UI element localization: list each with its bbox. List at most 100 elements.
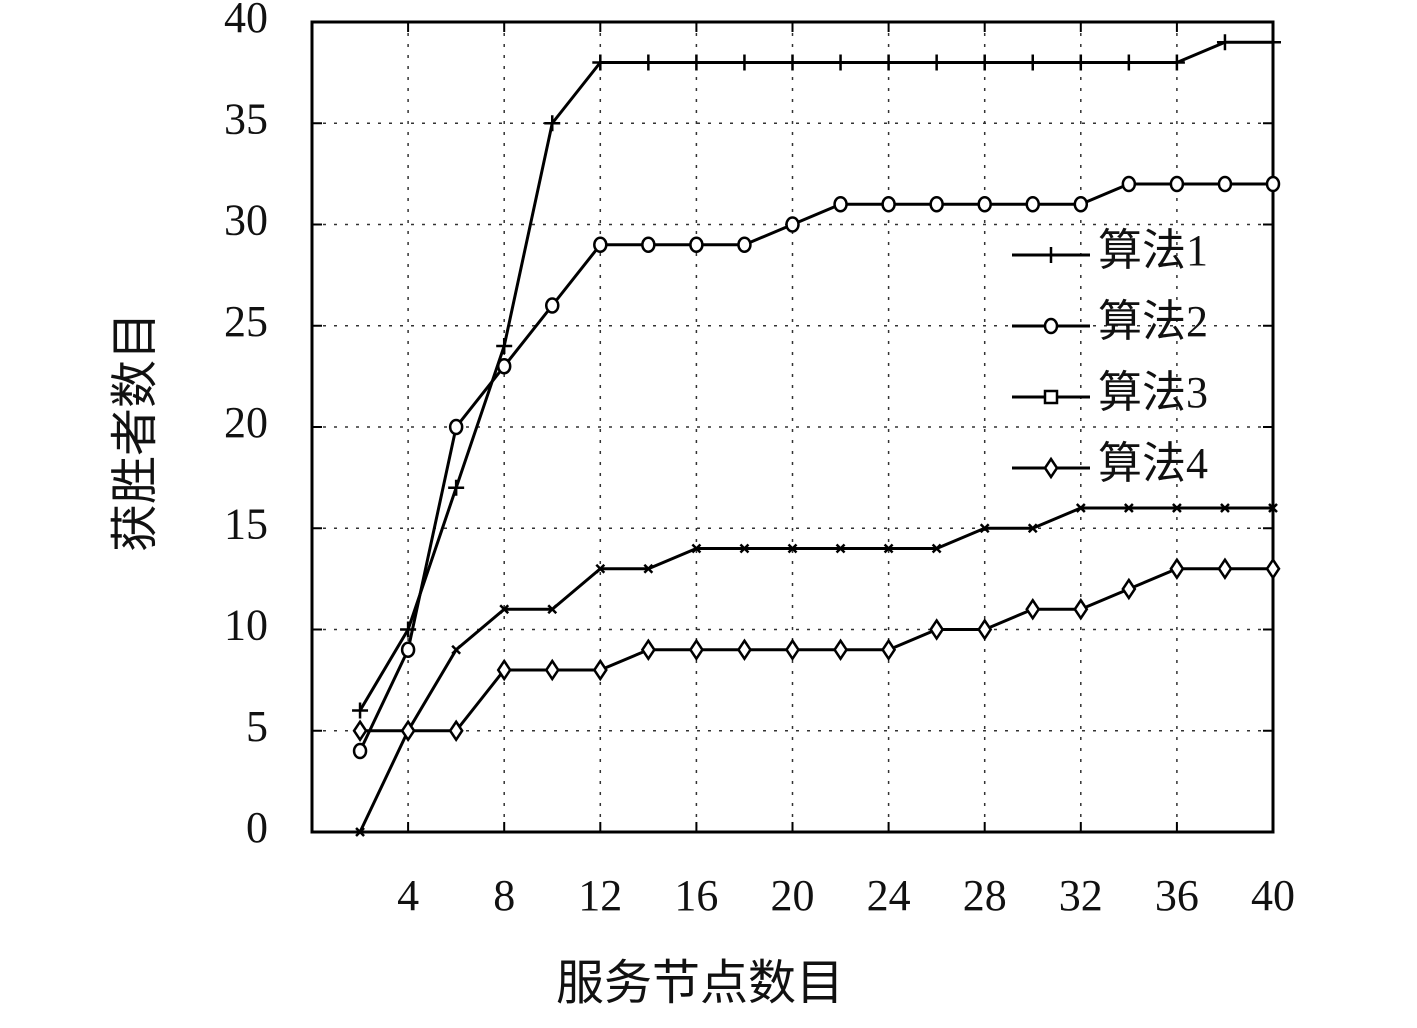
- marker: [1073, 196, 1089, 213]
- marker: [1043, 247, 1059, 263]
- x-tick-label: 32: [1059, 871, 1103, 920]
- marker: [881, 196, 896, 213]
- marker: [547, 604, 558, 615]
- marker: [1024, 54, 1041, 71]
- legend-label: 算法1: [1098, 226, 1208, 275]
- marker: [931, 543, 942, 554]
- marker: [1217, 557, 1233, 581]
- legend-label: 算法3: [1098, 368, 1208, 417]
- x-axis-label: 服务节点数目: [556, 957, 844, 1010]
- marker: [1169, 557, 1185, 581]
- marker: [499, 604, 510, 615]
- marker: [400, 641, 416, 658]
- series-line: [358, 506, 1273, 833]
- marker: [1265, 175, 1281, 193]
- x-tick-label: 12: [578, 871, 622, 920]
- marker: [785, 216, 800, 233]
- marker: [1072, 54, 1089, 71]
- series-line: [360, 567, 1273, 733]
- marker: [1268, 503, 1278, 513]
- marker: [1217, 175, 1233, 193]
- legend-label: 算法4: [1098, 439, 1208, 488]
- marker: [1027, 523, 1038, 534]
- x-tick-label: 36: [1155, 871, 1199, 920]
- marker: [595, 563, 606, 574]
- marker: [1120, 54, 1137, 71]
- marker: [833, 638, 849, 662]
- y-tick-label: 20: [224, 398, 268, 447]
- marker: [929, 618, 945, 641]
- marker: [833, 196, 848, 213]
- marker: [739, 543, 750, 554]
- marker: [1168, 54, 1185, 71]
- marker: [400, 719, 416, 743]
- marker: [352, 719, 368, 743]
- marker: [592, 54, 609, 71]
- plot-frame: [310, 20, 1275, 834]
- marker: [1121, 175, 1137, 193]
- marker: [451, 644, 462, 655]
- marker: [881, 638, 897, 662]
- marker: [1121, 577, 1137, 601]
- marker: [640, 638, 656, 662]
- marker: [593, 236, 608, 253]
- marker: [1025, 196, 1041, 213]
- marker: [355, 827, 365, 837]
- marker: [1123, 503, 1134, 513]
- marker: [737, 236, 752, 253]
- y-tick-label: 5: [246, 702, 268, 751]
- marker: [688, 54, 705, 71]
- marker: [835, 543, 846, 554]
- marker: [1043, 389, 1059, 405]
- x-tick-label: 16: [674, 871, 718, 920]
- marker: [544, 115, 561, 132]
- marker: [544, 658, 560, 682]
- marker: [1265, 34, 1281, 51]
- marker: [976, 54, 993, 71]
- marker: [1220, 503, 1230, 513]
- marker: [592, 658, 608, 682]
- legend-label: 算法2: [1098, 297, 1208, 346]
- marker: [352, 742, 368, 760]
- marker: [691, 543, 702, 554]
- y-tick-label: 10: [224, 601, 268, 650]
- marker: [448, 719, 464, 743]
- marker: [1172, 503, 1182, 513]
- y-tick-label: 15: [224, 499, 268, 548]
- marker: [496, 358, 512, 375]
- marker: [1075, 503, 1086, 513]
- marker: [928, 54, 945, 71]
- marker: [448, 479, 465, 496]
- marker: [1265, 557, 1281, 581]
- series-line: [358, 182, 1273, 752]
- marker: [979, 523, 990, 534]
- y-tick-label: 25: [224, 297, 268, 346]
- marker: [787, 543, 798, 554]
- x-tick-label: 20: [771, 871, 815, 920]
- marker: [880, 54, 897, 71]
- y-tick-label: 0: [246, 803, 268, 852]
- marker: [977, 618, 993, 641]
- marker: [1025, 597, 1041, 621]
- y-axis-label: 获胜者数目: [109, 312, 162, 552]
- marker: [1216, 34, 1233, 51]
- marker: [784, 54, 801, 71]
- marker: [640, 54, 657, 71]
- marker: [1169, 175, 1185, 193]
- marker: [929, 196, 944, 213]
- marker: [496, 658, 512, 682]
- marker: [883, 543, 894, 554]
- marker: [1043, 317, 1059, 335]
- marker: [545, 297, 560, 314]
- x-tick-label: 8: [493, 871, 515, 920]
- y-tick-label: 40: [224, 0, 268, 42]
- x-tick-label: 40: [1251, 871, 1295, 920]
- marker: [448, 418, 464, 436]
- marker: [496, 338, 513, 354]
- marker: [1043, 456, 1059, 480]
- marker: [641, 236, 656, 253]
- marker: [688, 638, 704, 662]
- marker: [784, 638, 801, 662]
- marker: [977, 196, 992, 213]
